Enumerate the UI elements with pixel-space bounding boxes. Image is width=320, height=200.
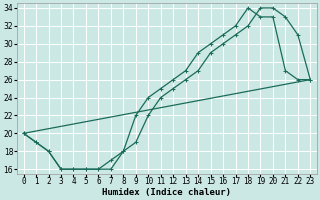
X-axis label: Humidex (Indice chaleur): Humidex (Indice chaleur) (102, 188, 231, 197)
